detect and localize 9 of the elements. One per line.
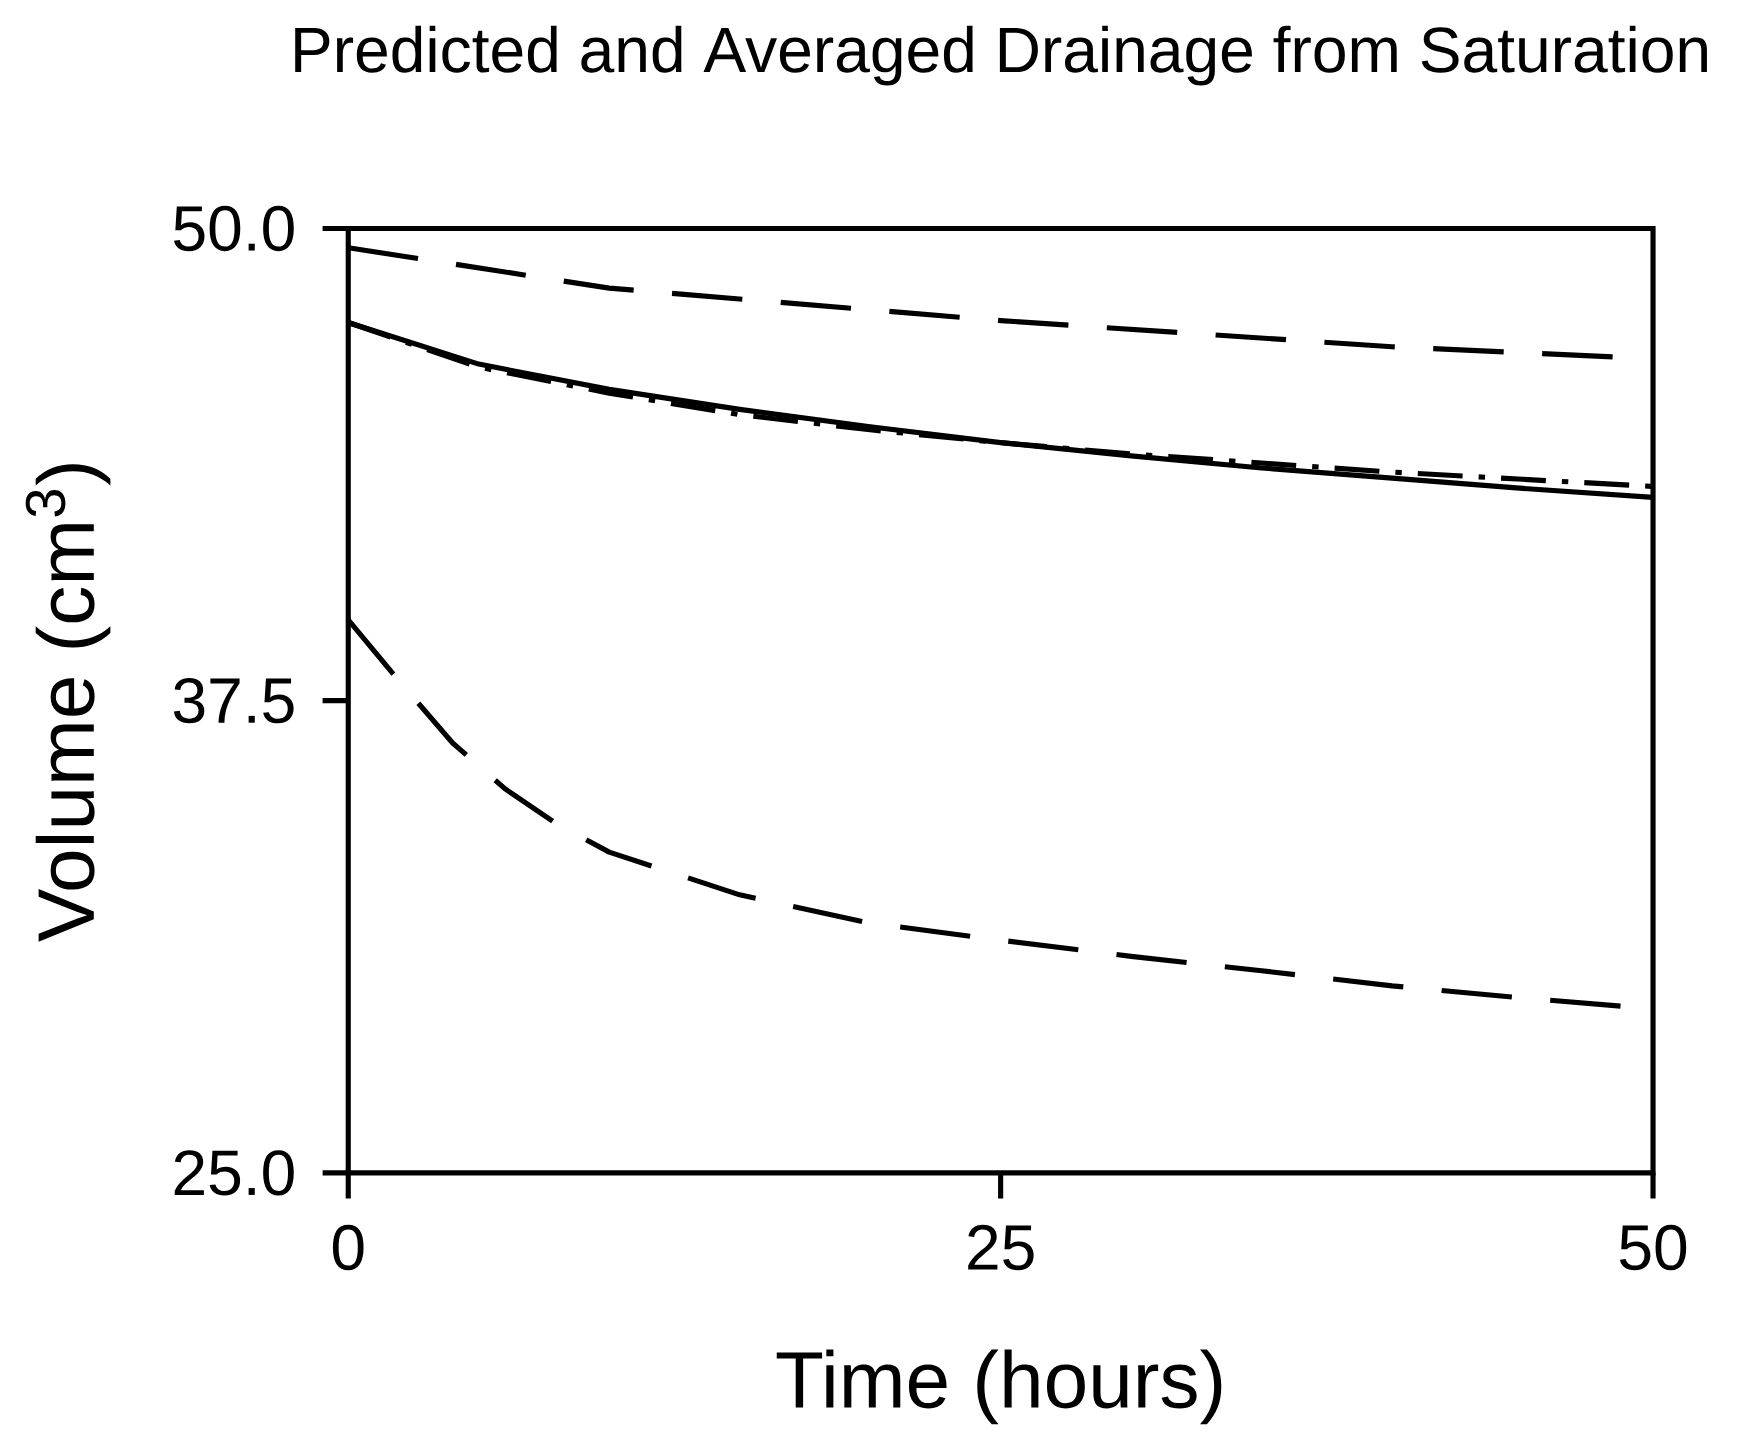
chart-title: Predicted and Averaged Drainage from Saturation — [295, 25, 1707, 86]
x-tick-label: 0 — [332, 1224, 364, 1271]
y-tick-label: 50.0 — [174, 205, 294, 252]
x-axis-title: Time (hours) — [776, 1349, 1222, 1425]
y-axis-title: Volume (cm$^{3}$) — [25, 464, 111, 942]
y-tick-label: 37.5 — [173, 678, 294, 724]
x-tick-label: 25 — [968, 1224, 1034, 1271]
y-tick-label: 25.0 — [174, 1150, 294, 1196]
x-tick-label: 50 — [1619, 1224, 1687, 1271]
